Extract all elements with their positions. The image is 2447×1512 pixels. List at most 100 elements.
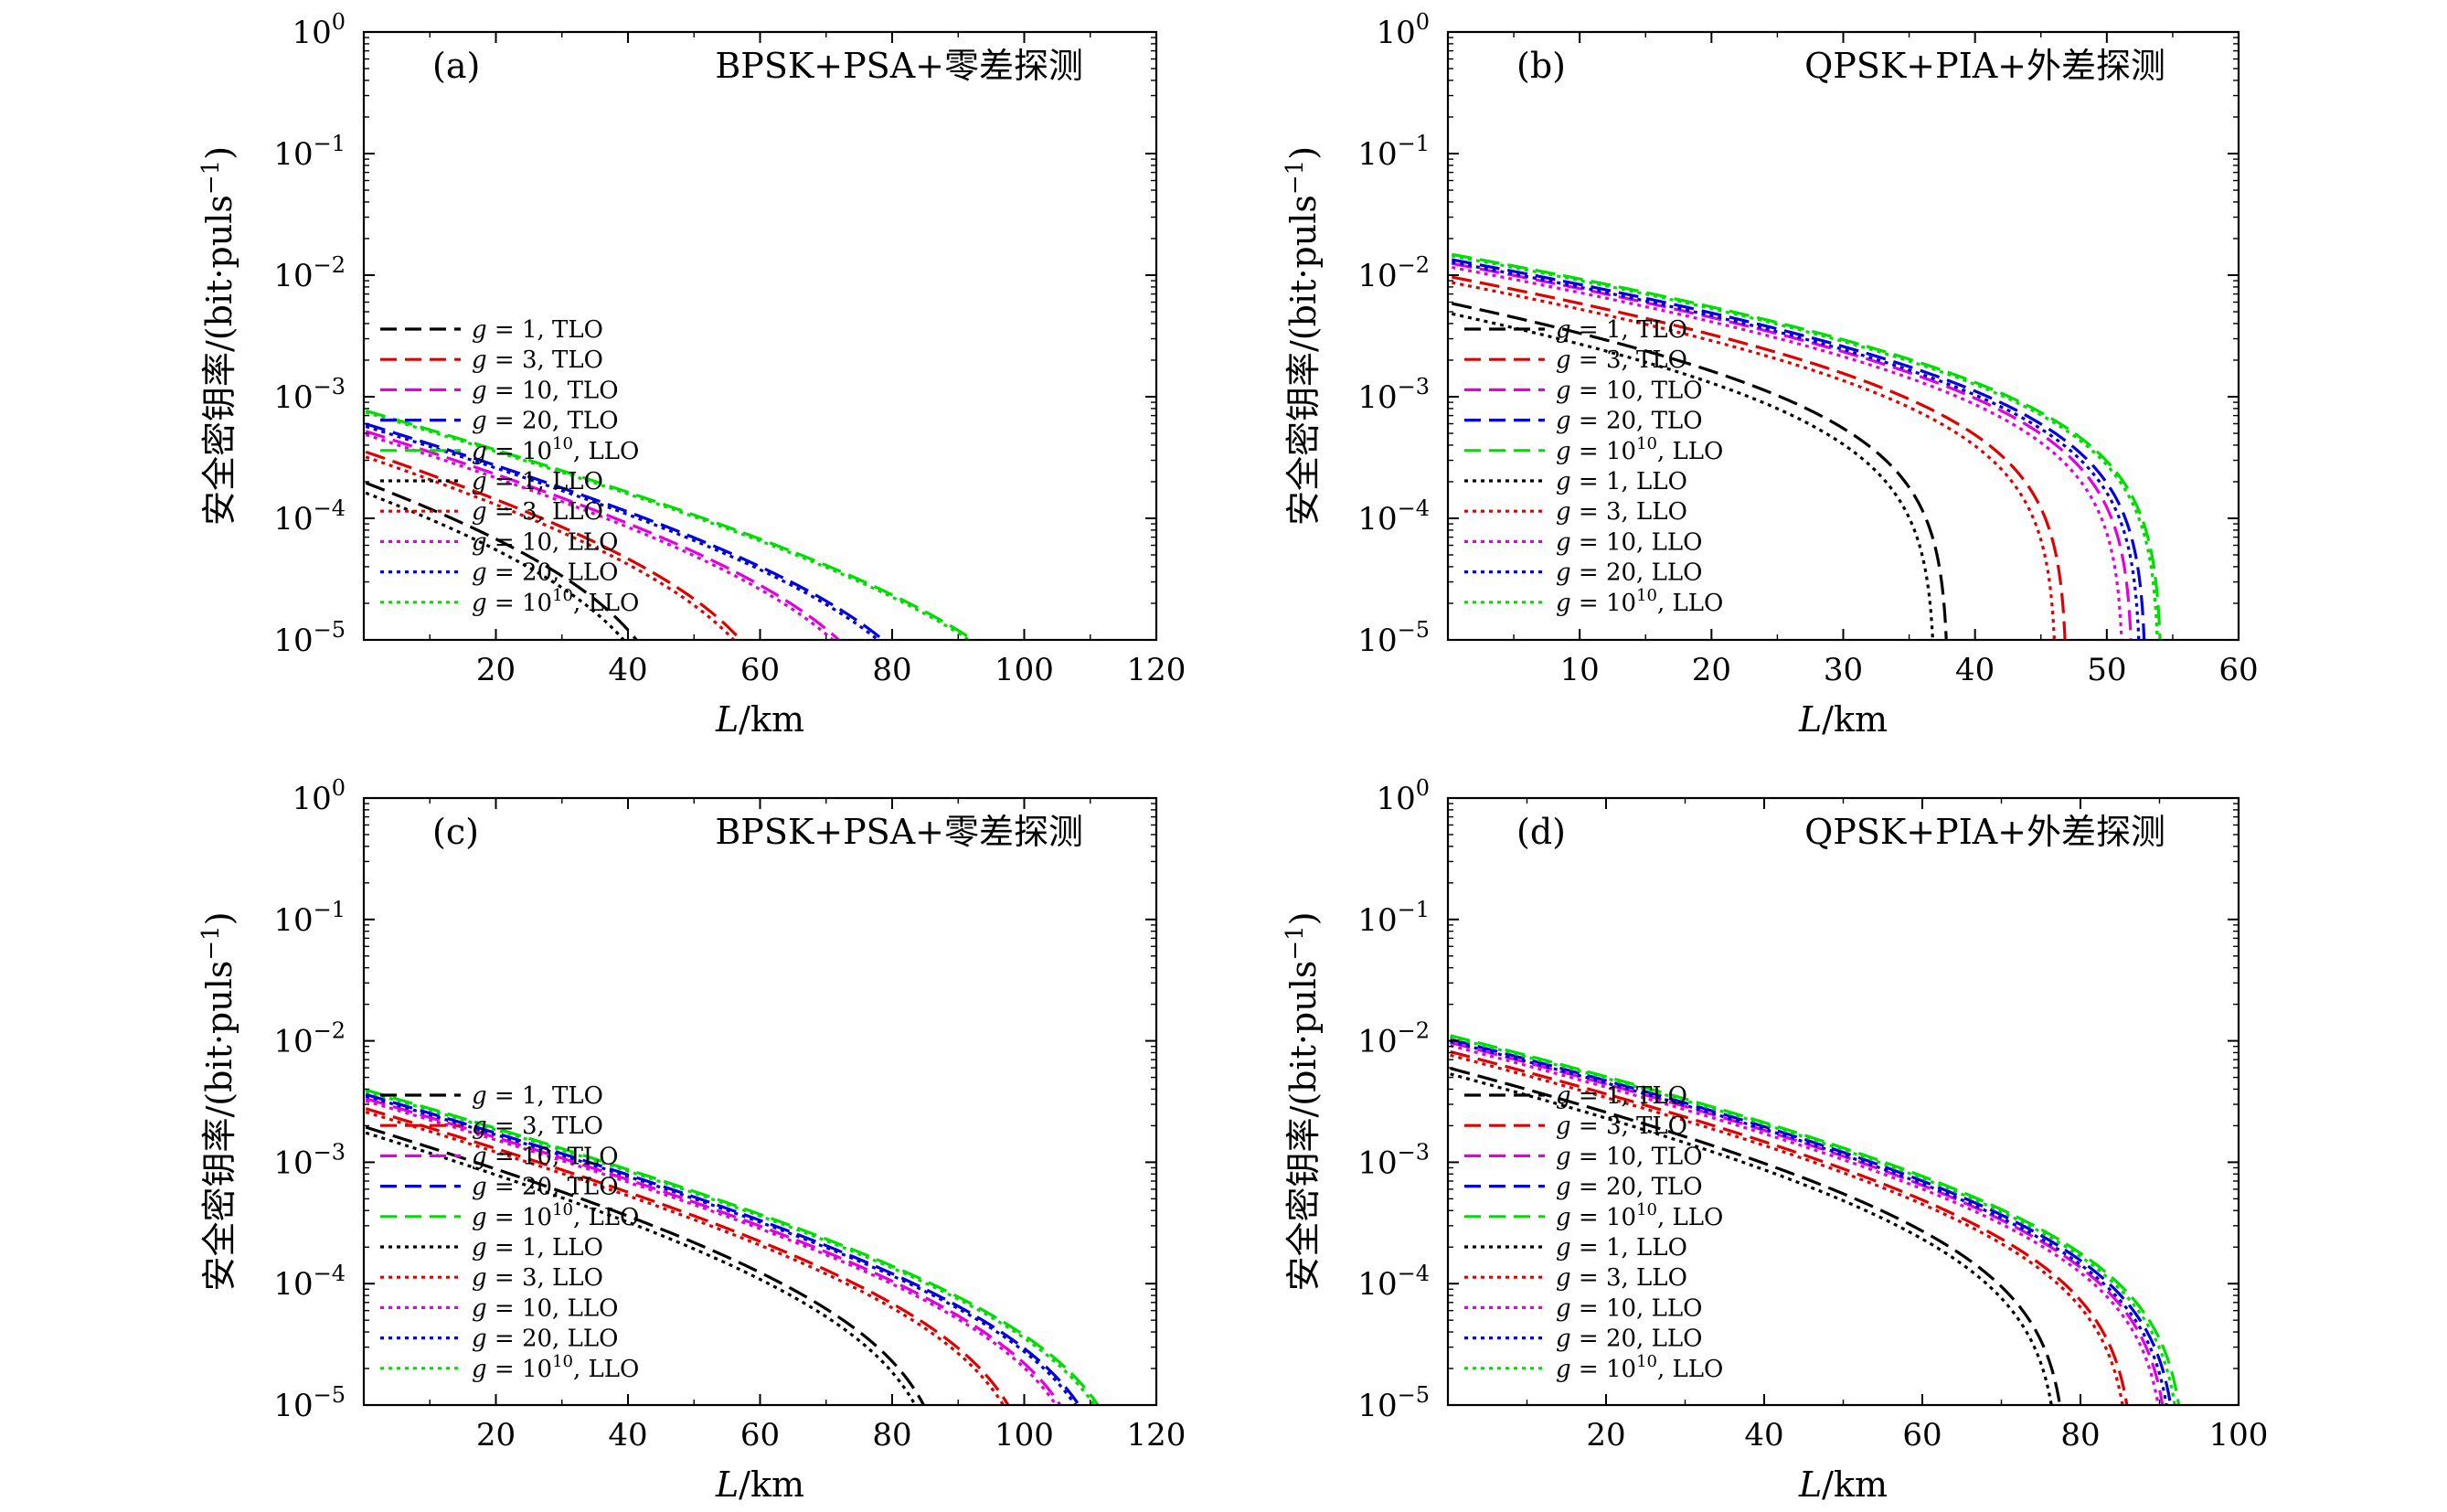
legend-entry: g = 20, TLO <box>472 1174 619 1201</box>
legend-entry: g = 1, TLO <box>472 1082 603 1110</box>
series-line-0 <box>1451 302 1948 640</box>
y-tick-label: 100 <box>292 9 346 51</box>
legend-entry: g = 1010, LLO <box>1556 1200 1723 1231</box>
series-line-5 <box>1451 312 1935 640</box>
legend-entry: g = 1, TLO <box>1556 316 1687 344</box>
y-tick-label: 10−3 <box>273 1139 346 1181</box>
series-line-4 <box>1452 252 2162 640</box>
series-line-6 <box>365 1110 1005 1405</box>
y-axis-label: 安全密钥率/(bit·puls−1) <box>197 911 239 1291</box>
y-tick-label: 10−5 <box>1357 617 1430 659</box>
legend-entry: g = 1, LLO <box>1556 1234 1687 1262</box>
panel-title: BPSK+PSA+零差探测 <box>715 812 1083 852</box>
y-tick-label: 10−4 <box>273 495 346 538</box>
x-tick-label: 60 <box>1902 1417 1942 1453</box>
series-line-6 <box>1450 1053 2124 1405</box>
legend-entry: g = 10, LLO <box>1556 1294 1702 1322</box>
panel-title: QPSK+PIA+外差探测 <box>1804 812 2165 852</box>
series-line-1 <box>365 1107 1010 1405</box>
series-line-0 <box>365 1125 926 1405</box>
legend-entry: g = 1, LLO <box>472 468 603 495</box>
series-line-4 <box>1450 1034 2181 1405</box>
series-line-4 <box>365 1088 1101 1405</box>
series-line-0 <box>365 481 639 640</box>
series-line-1 <box>1450 1049 2129 1405</box>
legend-entry: g = 1, LLO <box>472 1234 603 1262</box>
series-line-5 <box>1450 1072 2053 1405</box>
y-tick-label: 100 <box>292 775 346 817</box>
legend-entry: g = 3, LLO <box>1556 498 1687 526</box>
x-tick-label: 40 <box>608 652 647 688</box>
series-line-7 <box>1450 1044 2160 1405</box>
x-axis-label: L/km <box>715 1464 804 1505</box>
series-line-1 <box>365 450 743 640</box>
series-line-9 <box>1450 1035 2176 1405</box>
y-tick-label: 10−3 <box>273 374 346 416</box>
legend-entry: g = 3, TLO <box>472 346 603 374</box>
panel-title: QPSK+PIA+外差探测 <box>1804 46 2165 86</box>
y-tick-label: 10−2 <box>273 1018 346 1060</box>
y-tick-label: 10−1 <box>1357 897 1430 939</box>
x-tick-label: 120 <box>1127 1417 1186 1453</box>
x-tick-label: 40 <box>1744 1417 1783 1453</box>
legend-entry: g = 10, LLO <box>472 528 618 556</box>
legend-entry: g = 20, TLO <box>472 408 619 435</box>
y-tick-label: 10−2 <box>1357 252 1430 294</box>
series-line-6 <box>365 455 736 640</box>
chart-panel-a: 100 10−1 10−2 10−3 10−4 10−5 20 40 60 80 100 120 L/k… <box>197 9 1186 740</box>
x-tick-label: 20 <box>476 652 516 688</box>
x-tick-label: 100 <box>995 652 1054 688</box>
x-tick-label: 40 <box>1955 652 1995 688</box>
x-tick-label: 60 <box>2218 652 2258 688</box>
series-line-5 <box>365 491 626 640</box>
series-line-3 <box>365 422 886 640</box>
series-line-9 <box>365 410 972 640</box>
x-tick-label: 100 <box>995 1417 1054 1453</box>
legend-entry: g = 1, TLO <box>472 316 603 344</box>
legend-entry: g = 1010, LLO <box>1556 1352 1723 1383</box>
panel-label: (c) <box>432 812 479 852</box>
y-tick-label: 10−3 <box>1357 374 1430 416</box>
curves-group <box>1451 252 2162 640</box>
panel-label: (a) <box>432 46 480 86</box>
series-line-8 <box>365 424 881 640</box>
chart-panel-c: 100 10−1 10−2 10−3 10−4 10−5 20 40 60 80 100 120 L/k… <box>197 775 1186 1505</box>
legend-entry: g = 1010, LLO <box>472 1352 639 1383</box>
y-tick-label: 10−4 <box>1357 495 1430 538</box>
x-tick-label: 100 <box>2209 1417 2269 1453</box>
legend-entry: g = 10, TLO <box>1556 1143 1703 1170</box>
y-axis-label: 安全密钥率/(bit·puls−1) <box>1282 911 1324 1291</box>
series-line-7 <box>365 1099 1059 1405</box>
legend-entry: g = 3, LLO <box>1556 1264 1687 1292</box>
legend-entry: g = 3, TLO <box>472 1113 603 1140</box>
series-line-3 <box>1452 258 2146 640</box>
legend-entry: g = 20, TLO <box>1556 408 1703 435</box>
legend-entry: g = 1010, LLO <box>472 1200 639 1231</box>
legend-entry: g = 20, LLO <box>472 1326 618 1353</box>
series-line-6 <box>1452 281 2056 640</box>
chart-panel-d: 100 10−1 10−2 10−3 10−4 10−5 20 40 60 80 100 L/km 安全… <box>1282 775 2268 1505</box>
legend-entry: g = 10, TLO <box>472 377 619 404</box>
x-tick-label: 10 <box>1560 652 1600 688</box>
x-tick-label: 120 <box>1127 652 1186 688</box>
x-tick-label: 80 <box>872 652 911 688</box>
x-tick-label: 60 <box>740 652 780 688</box>
legend-entry: g = 10, TLO <box>472 1143 619 1170</box>
legend-entry: g = 20, TLO <box>1556 1174 1703 1201</box>
panel-label: (d) <box>1516 812 1566 852</box>
y-tick-label: 10−1 <box>273 897 346 939</box>
y-tick-label: 100 <box>1376 775 1430 817</box>
x-tick-label: 80 <box>872 1417 911 1453</box>
legend-entry: g = 3, TLO <box>1556 1113 1687 1140</box>
y-tick-label: 10−3 <box>1357 1139 1430 1181</box>
x-tick-label: 30 <box>1824 652 1863 688</box>
legend-entry: g = 20, LLO <box>1556 559 1702 587</box>
series-line-0 <box>1450 1067 2062 1405</box>
legend-entry: g = 3, LLO <box>472 1264 603 1292</box>
x-tick-label: 80 <box>2060 1417 2100 1453</box>
y-tick-label: 10−4 <box>1357 1261 1430 1303</box>
x-axis-label: L/km <box>1798 1464 1888 1505</box>
legend-entry: g = 20, LLO <box>1556 1326 1702 1353</box>
y-axis-label: 安全密钥率/(bit·puls−1) <box>197 146 239 526</box>
